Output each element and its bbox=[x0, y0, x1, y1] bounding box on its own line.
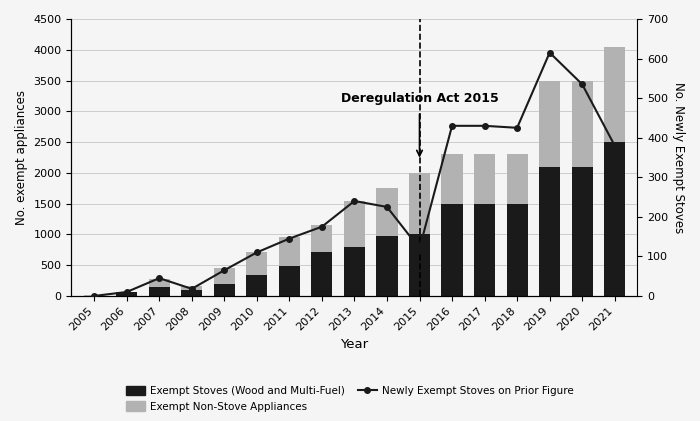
Newly Exempt Stoves on Prior Figure bbox=[383, 205, 391, 210]
Newly Exempt Stoves on Prior Figure bbox=[90, 293, 99, 298]
Bar bbox=[572, 80, 593, 167]
Bar bbox=[279, 237, 300, 266]
Newly Exempt Stoves on Prior Figure bbox=[122, 290, 131, 295]
Newly Exempt Stoves on Prior Figure bbox=[155, 276, 163, 281]
Newly Exempt Stoves on Prior Figure bbox=[350, 198, 358, 203]
Legend: Exempt Stoves (Wood and Multi-Fuel), Exempt Non-Stove Appliances, Newly Exempt S: Exempt Stoves (Wood and Multi-Fuel), Exe… bbox=[122, 382, 577, 416]
Bar bbox=[539, 80, 560, 167]
Text: Deregulation Act 2015: Deregulation Act 2015 bbox=[341, 92, 498, 105]
Bar bbox=[279, 266, 300, 296]
Newly Exempt Stoves on Prior Figure bbox=[318, 224, 326, 229]
Bar bbox=[181, 290, 202, 296]
Newly Exempt Stoves on Prior Figure bbox=[448, 123, 456, 128]
Bar bbox=[246, 275, 267, 296]
Bar bbox=[214, 284, 235, 296]
Bar bbox=[377, 236, 398, 296]
Bar bbox=[312, 252, 332, 296]
Bar bbox=[572, 167, 593, 296]
Bar bbox=[409, 234, 430, 296]
Newly Exempt Stoves on Prior Figure bbox=[285, 236, 293, 241]
Newly Exempt Stoves on Prior Figure bbox=[188, 286, 196, 291]
Bar bbox=[442, 155, 463, 204]
Y-axis label: No. Newly Exempt Stoves: No. Newly Exempt Stoves bbox=[672, 82, 685, 233]
Bar bbox=[539, 167, 560, 296]
Bar bbox=[474, 204, 495, 296]
Bar bbox=[344, 200, 365, 247]
Newly Exempt Stoves on Prior Figure bbox=[415, 246, 424, 251]
Line: Newly Exempt Stoves on Prior Figure: Newly Exempt Stoves on Prior Figure bbox=[92, 50, 617, 299]
Newly Exempt Stoves on Prior Figure bbox=[610, 143, 619, 148]
Bar bbox=[377, 188, 398, 236]
Bar bbox=[246, 252, 267, 275]
Bar bbox=[148, 287, 170, 296]
Bar bbox=[442, 204, 463, 296]
Newly Exempt Stoves on Prior Figure bbox=[513, 125, 522, 131]
Y-axis label: No. exempt appliances: No. exempt appliances bbox=[15, 90, 28, 225]
Bar bbox=[507, 204, 528, 296]
Bar bbox=[474, 155, 495, 204]
Bar bbox=[409, 173, 430, 234]
Bar bbox=[344, 247, 365, 296]
Bar bbox=[604, 142, 625, 296]
Bar bbox=[312, 225, 332, 252]
Bar bbox=[181, 286, 202, 290]
Bar bbox=[116, 292, 137, 296]
Newly Exempt Stoves on Prior Figure bbox=[480, 123, 489, 128]
Newly Exempt Stoves on Prior Figure bbox=[545, 50, 554, 55]
Bar bbox=[507, 155, 528, 204]
Bar bbox=[604, 47, 625, 142]
Newly Exempt Stoves on Prior Figure bbox=[578, 82, 587, 87]
X-axis label: Year: Year bbox=[340, 338, 368, 351]
Newly Exempt Stoves on Prior Figure bbox=[220, 268, 228, 273]
Newly Exempt Stoves on Prior Figure bbox=[253, 250, 261, 255]
Bar bbox=[214, 268, 235, 284]
Bar bbox=[148, 279, 170, 287]
